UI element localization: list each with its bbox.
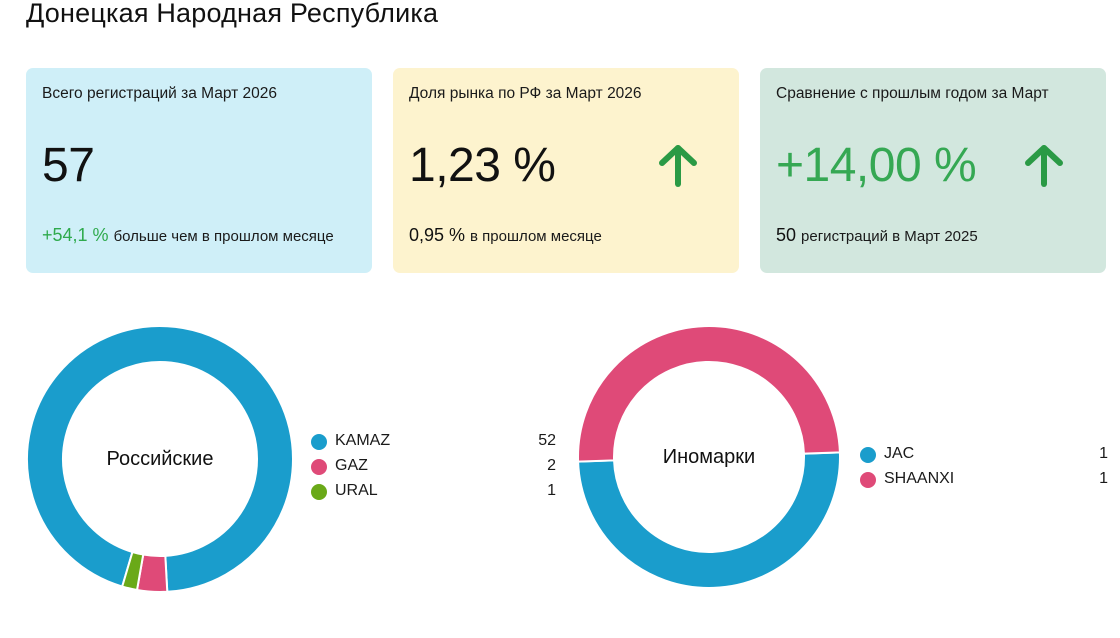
legend-label: KAMAZ [335, 432, 391, 449]
legend-dot [311, 484, 327, 500]
last-year-count-value: 50 [776, 225, 797, 245]
page-title: Донецкая Народная Республика [26, 0, 439, 28]
legend-value: 1 [1099, 445, 1108, 462]
legend-value: 52 [538, 432, 556, 449]
card-label: Всего регистраций за Март 2026 [42, 85, 277, 102]
legend-value: 1 [547, 482, 556, 499]
card-value: 1,23 % [409, 139, 556, 192]
legend-item-shaanxi[interactable]: SHAANXI 1 [860, 468, 1108, 493]
card-value: 57 [42, 139, 95, 192]
legend-label: GAZ [335, 457, 368, 474]
russian-brands-legend: KAMAZ 52 GAZ 2 URAL 1 [311, 430, 556, 505]
card-label: Доля рынка по РФ за Март 2026 [409, 85, 642, 102]
market-share-card: Доля рынка по РФ за Март 2026 1,23 % 0,9… [393, 68, 739, 273]
legend-dot [311, 459, 327, 475]
previous-month-share-text: в прошлом месяце [470, 228, 602, 245]
donut-slice-shaanxi[interactable] [577, 325, 841, 463]
legend-item-ural[interactable]: URAL 1 [311, 480, 556, 505]
legend-value: 1 [1099, 470, 1108, 487]
total-registrations-card: Всего регистраций за Март 2026 57 +54,1 … [26, 68, 372, 273]
legend-label: URAL [335, 482, 378, 499]
donut-slice-kamaz[interactable] [26, 325, 294, 593]
donut-slice-jac[interactable] [577, 451, 841, 589]
card-footer: +54,1 % больше чем в прошлом месяце [42, 225, 334, 246]
legend-value: 2 [547, 457, 556, 474]
card-value: +14,00 % [776, 139, 977, 192]
donut-svg [26, 325, 294, 593]
arrow-up-icon [1025, 145, 1063, 187]
card-footer: 50 регистраций в Март 2025 [776, 225, 978, 246]
legend-label: JAC [884, 445, 915, 462]
previous-month-share-value: 0,95 % [409, 225, 466, 245]
foreign-brands-donut-chart: Иномарки [577, 325, 841, 589]
legend-item-gaz[interactable]: GAZ 2 [311, 455, 556, 480]
card-footer: 0,95 % в прошлом месяце [409, 225, 602, 246]
legend-dot [860, 472, 876, 488]
month-change-text: больше чем в прошлом месяце [113, 228, 334, 245]
card-label: Сравнение с прошлым годом за Март [776, 85, 1049, 102]
year-comparison-card: Сравнение с прошлым годом за Март +14,00… [760, 68, 1106, 273]
donut-slice-ural[interactable] [120, 550, 145, 592]
russian-brands-donut-chart: Российские [26, 325, 294, 593]
legend-item-jac[interactable]: JAC 1 [860, 443, 1108, 468]
last-year-count-text: регистраций в Март 2025 [801, 228, 978, 245]
legend-dot [860, 447, 876, 463]
arrow-up-icon [659, 145, 697, 187]
month-change-value: +54,1 % [42, 225, 109, 245]
foreign-brands-legend: JAC 1 SHAANXI 1 [860, 443, 1108, 493]
donut-svg [577, 325, 841, 589]
legend-item-kamaz[interactable]: KAMAZ 52 [311, 430, 556, 455]
legend-dot [311, 434, 327, 450]
legend-label: SHAANXI [884, 470, 955, 487]
